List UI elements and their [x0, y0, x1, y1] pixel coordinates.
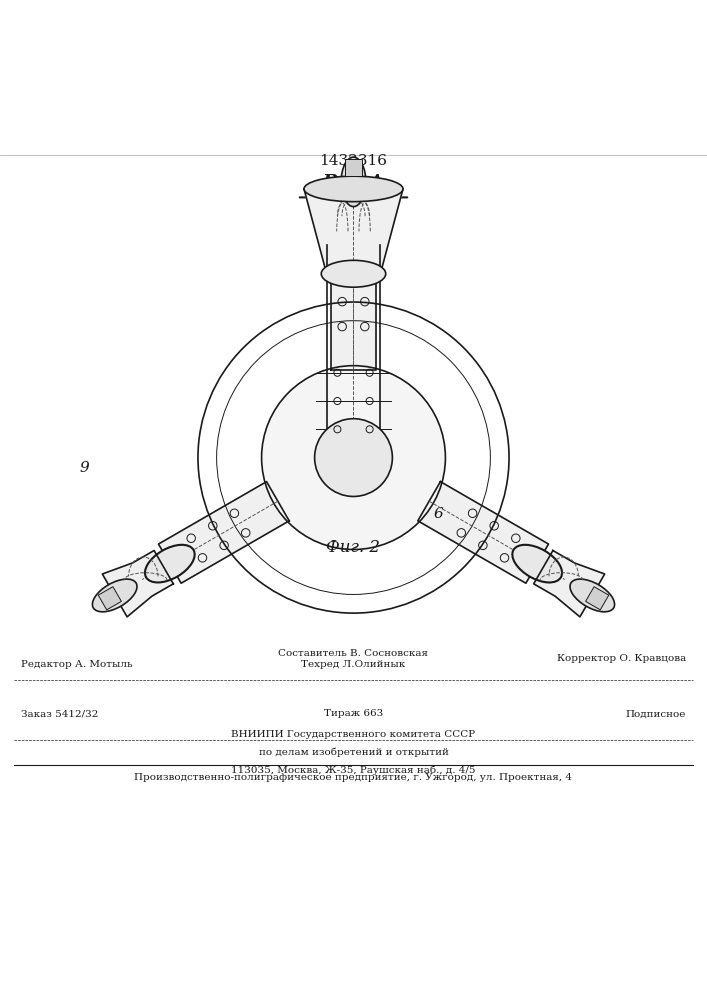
- Text: 6: 6: [433, 507, 443, 521]
- Ellipse shape: [513, 545, 562, 582]
- Text: 113035, Москва, Ж-35, Раушская наб., д. 4/5: 113035, Москва, Ж-35, Раушская наб., д. …: [231, 765, 476, 775]
- Polygon shape: [98, 587, 122, 610]
- Text: Заказ 5412/32: Заказ 5412/32: [21, 709, 98, 718]
- Polygon shape: [103, 551, 173, 617]
- Polygon shape: [418, 482, 549, 583]
- Text: 9: 9: [80, 461, 90, 475]
- Ellipse shape: [321, 260, 386, 287]
- Polygon shape: [331, 245, 376, 370]
- Text: Составитель В. Сосновская: Составитель В. Сосновская: [279, 649, 428, 658]
- Text: по делам изобретений и открытий: по делам изобретений и открытий: [259, 748, 448, 757]
- Text: Вид А: Вид А: [322, 174, 385, 192]
- Text: Корректор О. Кравцова: Корректор О. Кравцова: [556, 654, 686, 663]
- Text: Производственно-полиграфическое предприятие, г. Ужгород, ул. Проектная, 4: Производственно-полиграфическое предприя…: [134, 773, 573, 782]
- Text: ВНИИПИ Государственного комитета СССР: ВНИИПИ Государственного комитета СССР: [231, 730, 476, 739]
- Polygon shape: [345, 168, 362, 185]
- Ellipse shape: [145, 545, 194, 582]
- Circle shape: [262, 366, 445, 549]
- Polygon shape: [585, 587, 609, 610]
- Ellipse shape: [339, 218, 368, 273]
- Text: Редактор А. Мотыль: Редактор А. Мотыль: [21, 660, 133, 669]
- Polygon shape: [329, 182, 378, 238]
- Ellipse shape: [570, 579, 614, 612]
- Text: 1432316: 1432316: [320, 154, 387, 168]
- Polygon shape: [304, 189, 403, 274]
- Ellipse shape: [341, 157, 366, 207]
- Polygon shape: [158, 482, 289, 583]
- Ellipse shape: [93, 579, 137, 612]
- Circle shape: [315, 419, 392, 496]
- Ellipse shape: [304, 176, 403, 202]
- Polygon shape: [345, 159, 362, 176]
- Text: Подписное: Подписное: [626, 709, 686, 718]
- Text: Техред Л.Олийнык: Техред Л.Олийнык: [301, 660, 406, 669]
- Text: Фиг. 2: Фиг. 2: [327, 539, 380, 556]
- Text: Тираж 663: Тираж 663: [324, 709, 383, 718]
- Polygon shape: [534, 551, 604, 617]
